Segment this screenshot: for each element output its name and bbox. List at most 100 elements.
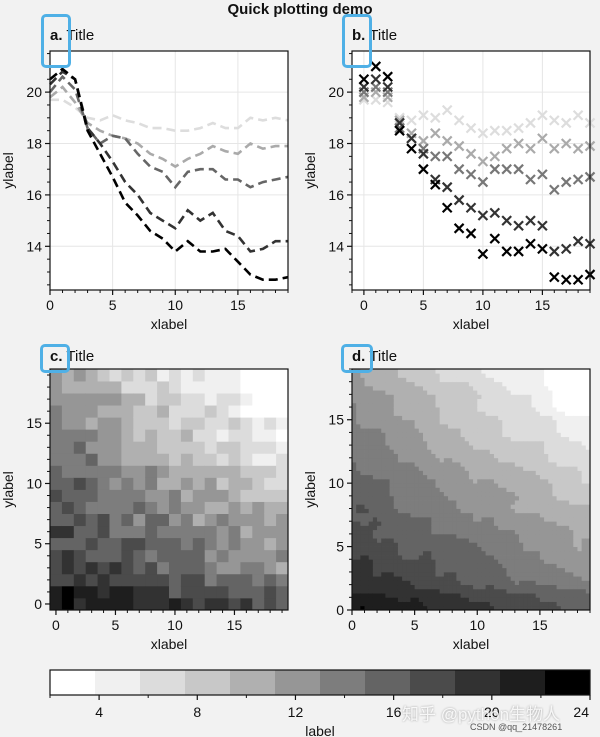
contour-cell [456, 436, 461, 442]
contour-cell [448, 593, 453, 598]
heatmap-cell [169, 381, 182, 394]
heatmap-cell [276, 393, 289, 406]
contour-cell [506, 457, 512, 463]
contour-cell [452, 504, 457, 509]
contour-cell [564, 576, 570, 581]
contour-cell [402, 571, 407, 577]
heatmap-cell [252, 573, 265, 587]
contour-cell [477, 428, 482, 433]
heatmap-cell [264, 465, 277, 478]
contour-cell [539, 381, 545, 387]
contour-cell [460, 533, 466, 539]
contour-cell [422, 415, 428, 421]
contour-cell [418, 571, 424, 577]
contour-cell [372, 538, 378, 543]
contour-cell [502, 440, 507, 446]
heatmap-cell [121, 549, 134, 563]
contour-cell [581, 462, 587, 467]
contour-cell [389, 529, 395, 535]
series-line-4 [49, 69, 288, 253]
contour-cell [443, 601, 449, 607]
contour-cell [481, 428, 487, 433]
contour-cell [393, 525, 399, 531]
contour-cell [581, 567, 587, 573]
contour-cell [477, 500, 482, 505]
contour-cell [456, 491, 461, 497]
scatter-marker [370, 73, 382, 85]
contour-cell [389, 521, 395, 526]
contour-cell [439, 601, 445, 607]
contour-cell [527, 555, 532, 560]
contour-cell [527, 474, 532, 480]
contour-cell [514, 385, 520, 391]
contour-cell [443, 508, 449, 514]
contour-cell [435, 563, 441, 569]
contour-cell [435, 428, 441, 433]
contour-cell [356, 504, 361, 509]
heatmap-cell [228, 501, 241, 514]
contour-cell [473, 445, 478, 450]
contour-cell [502, 555, 507, 560]
contour-cell [581, 593, 587, 598]
contour-cell [356, 580, 361, 586]
contour-cell [519, 495, 524, 501]
contour-cell [493, 529, 499, 535]
contour-cell [531, 542, 537, 547]
heatmap-cell [252, 477, 265, 490]
contour-cell [527, 449, 532, 454]
contour-cell [514, 529, 520, 535]
heatmap-cell [109, 561, 122, 575]
contour-cell [360, 411, 365, 416]
contour-cell [573, 495, 578, 501]
heatmap-cell [145, 477, 158, 490]
contour-cell [502, 428, 507, 433]
contour-cell [481, 487, 487, 493]
contour-cell [452, 440, 457, 446]
contour-cell [372, 428, 378, 433]
contour-cell [356, 529, 361, 535]
contour-cell [544, 445, 549, 450]
contour-cell [364, 457, 370, 463]
heatmap-cell [252, 561, 265, 575]
heatmap-cell [61, 429, 75, 442]
contour-cell [477, 533, 482, 539]
contour-cell [564, 563, 570, 569]
contour-cell [397, 474, 403, 480]
contour-cell [381, 555, 386, 560]
contour-cell [535, 402, 541, 408]
contour-cell [573, 423, 578, 429]
contour-cell [410, 508, 416, 514]
contour-cell [435, 423, 441, 429]
contour-cell [468, 597, 474, 602]
contour-cell [506, 474, 512, 480]
contour-cell [368, 474, 374, 480]
contour-cell [573, 462, 578, 467]
contour-cell [360, 563, 365, 569]
heatmap-cell [252, 537, 265, 551]
contour-cell [477, 508, 482, 514]
contour-cell [372, 483, 378, 488]
contour-cell [489, 508, 495, 514]
contour-cell [360, 546, 365, 552]
contour-cell [506, 432, 512, 438]
contour-cell [493, 512, 499, 518]
contour-cell [431, 432, 436, 438]
contour-cell [564, 533, 570, 539]
contour-cell [427, 584, 432, 590]
contour-cell [502, 593, 507, 598]
contour-cell [560, 419, 566, 425]
contour-cell [460, 394, 466, 399]
contour-cell [368, 385, 374, 391]
contour-cell [381, 407, 386, 412]
contour-cell [352, 563, 357, 569]
contour-cell [393, 449, 399, 454]
contour-cell [397, 550, 403, 556]
contour-cell [477, 559, 482, 564]
contour-cell [364, 580, 370, 586]
contour-cell [498, 449, 503, 454]
contour-cell [418, 491, 424, 497]
contour-cell [456, 555, 461, 560]
contour-cell [418, 542, 424, 547]
contour-cell [539, 521, 545, 526]
contour-cell [448, 605, 453, 611]
